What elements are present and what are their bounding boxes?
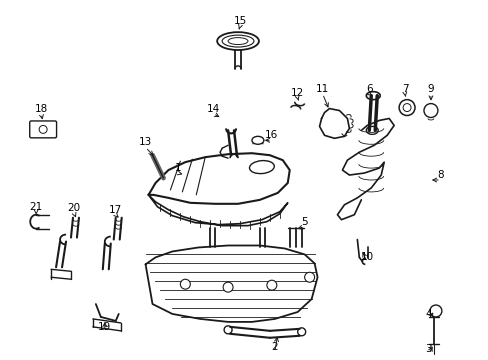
Text: 18: 18 [35, 104, 48, 113]
Text: 9: 9 [427, 84, 433, 94]
Circle shape [304, 272, 314, 282]
Ellipse shape [222, 35, 253, 47]
FancyBboxPatch shape [30, 121, 57, 138]
Circle shape [429, 305, 441, 317]
Circle shape [266, 280, 276, 290]
Circle shape [398, 100, 414, 116]
Text: 19: 19 [98, 322, 111, 332]
Text: 15: 15 [233, 16, 246, 26]
Text: 10: 10 [360, 252, 373, 262]
Circle shape [402, 104, 410, 112]
Text: 12: 12 [290, 88, 304, 98]
Text: 14: 14 [206, 104, 219, 113]
Text: 5: 5 [301, 217, 307, 227]
Text: 2: 2 [271, 342, 278, 352]
Text: 17: 17 [109, 205, 122, 215]
Text: 8: 8 [437, 170, 443, 180]
Text: 4: 4 [425, 309, 431, 319]
Text: 13: 13 [139, 137, 152, 147]
Text: 6: 6 [365, 84, 372, 94]
Circle shape [39, 125, 47, 133]
Circle shape [423, 104, 437, 117]
Ellipse shape [217, 32, 258, 50]
Text: 7: 7 [401, 84, 407, 94]
Ellipse shape [249, 161, 274, 174]
Text: 11: 11 [315, 84, 328, 94]
Text: 16: 16 [264, 130, 278, 140]
Text: 1: 1 [175, 163, 182, 173]
Text: 21: 21 [29, 202, 43, 212]
Ellipse shape [227, 37, 247, 45]
Ellipse shape [251, 136, 264, 144]
Text: 3: 3 [425, 344, 431, 354]
Circle shape [180, 279, 190, 289]
Text: 20: 20 [67, 203, 81, 213]
Circle shape [223, 282, 233, 292]
